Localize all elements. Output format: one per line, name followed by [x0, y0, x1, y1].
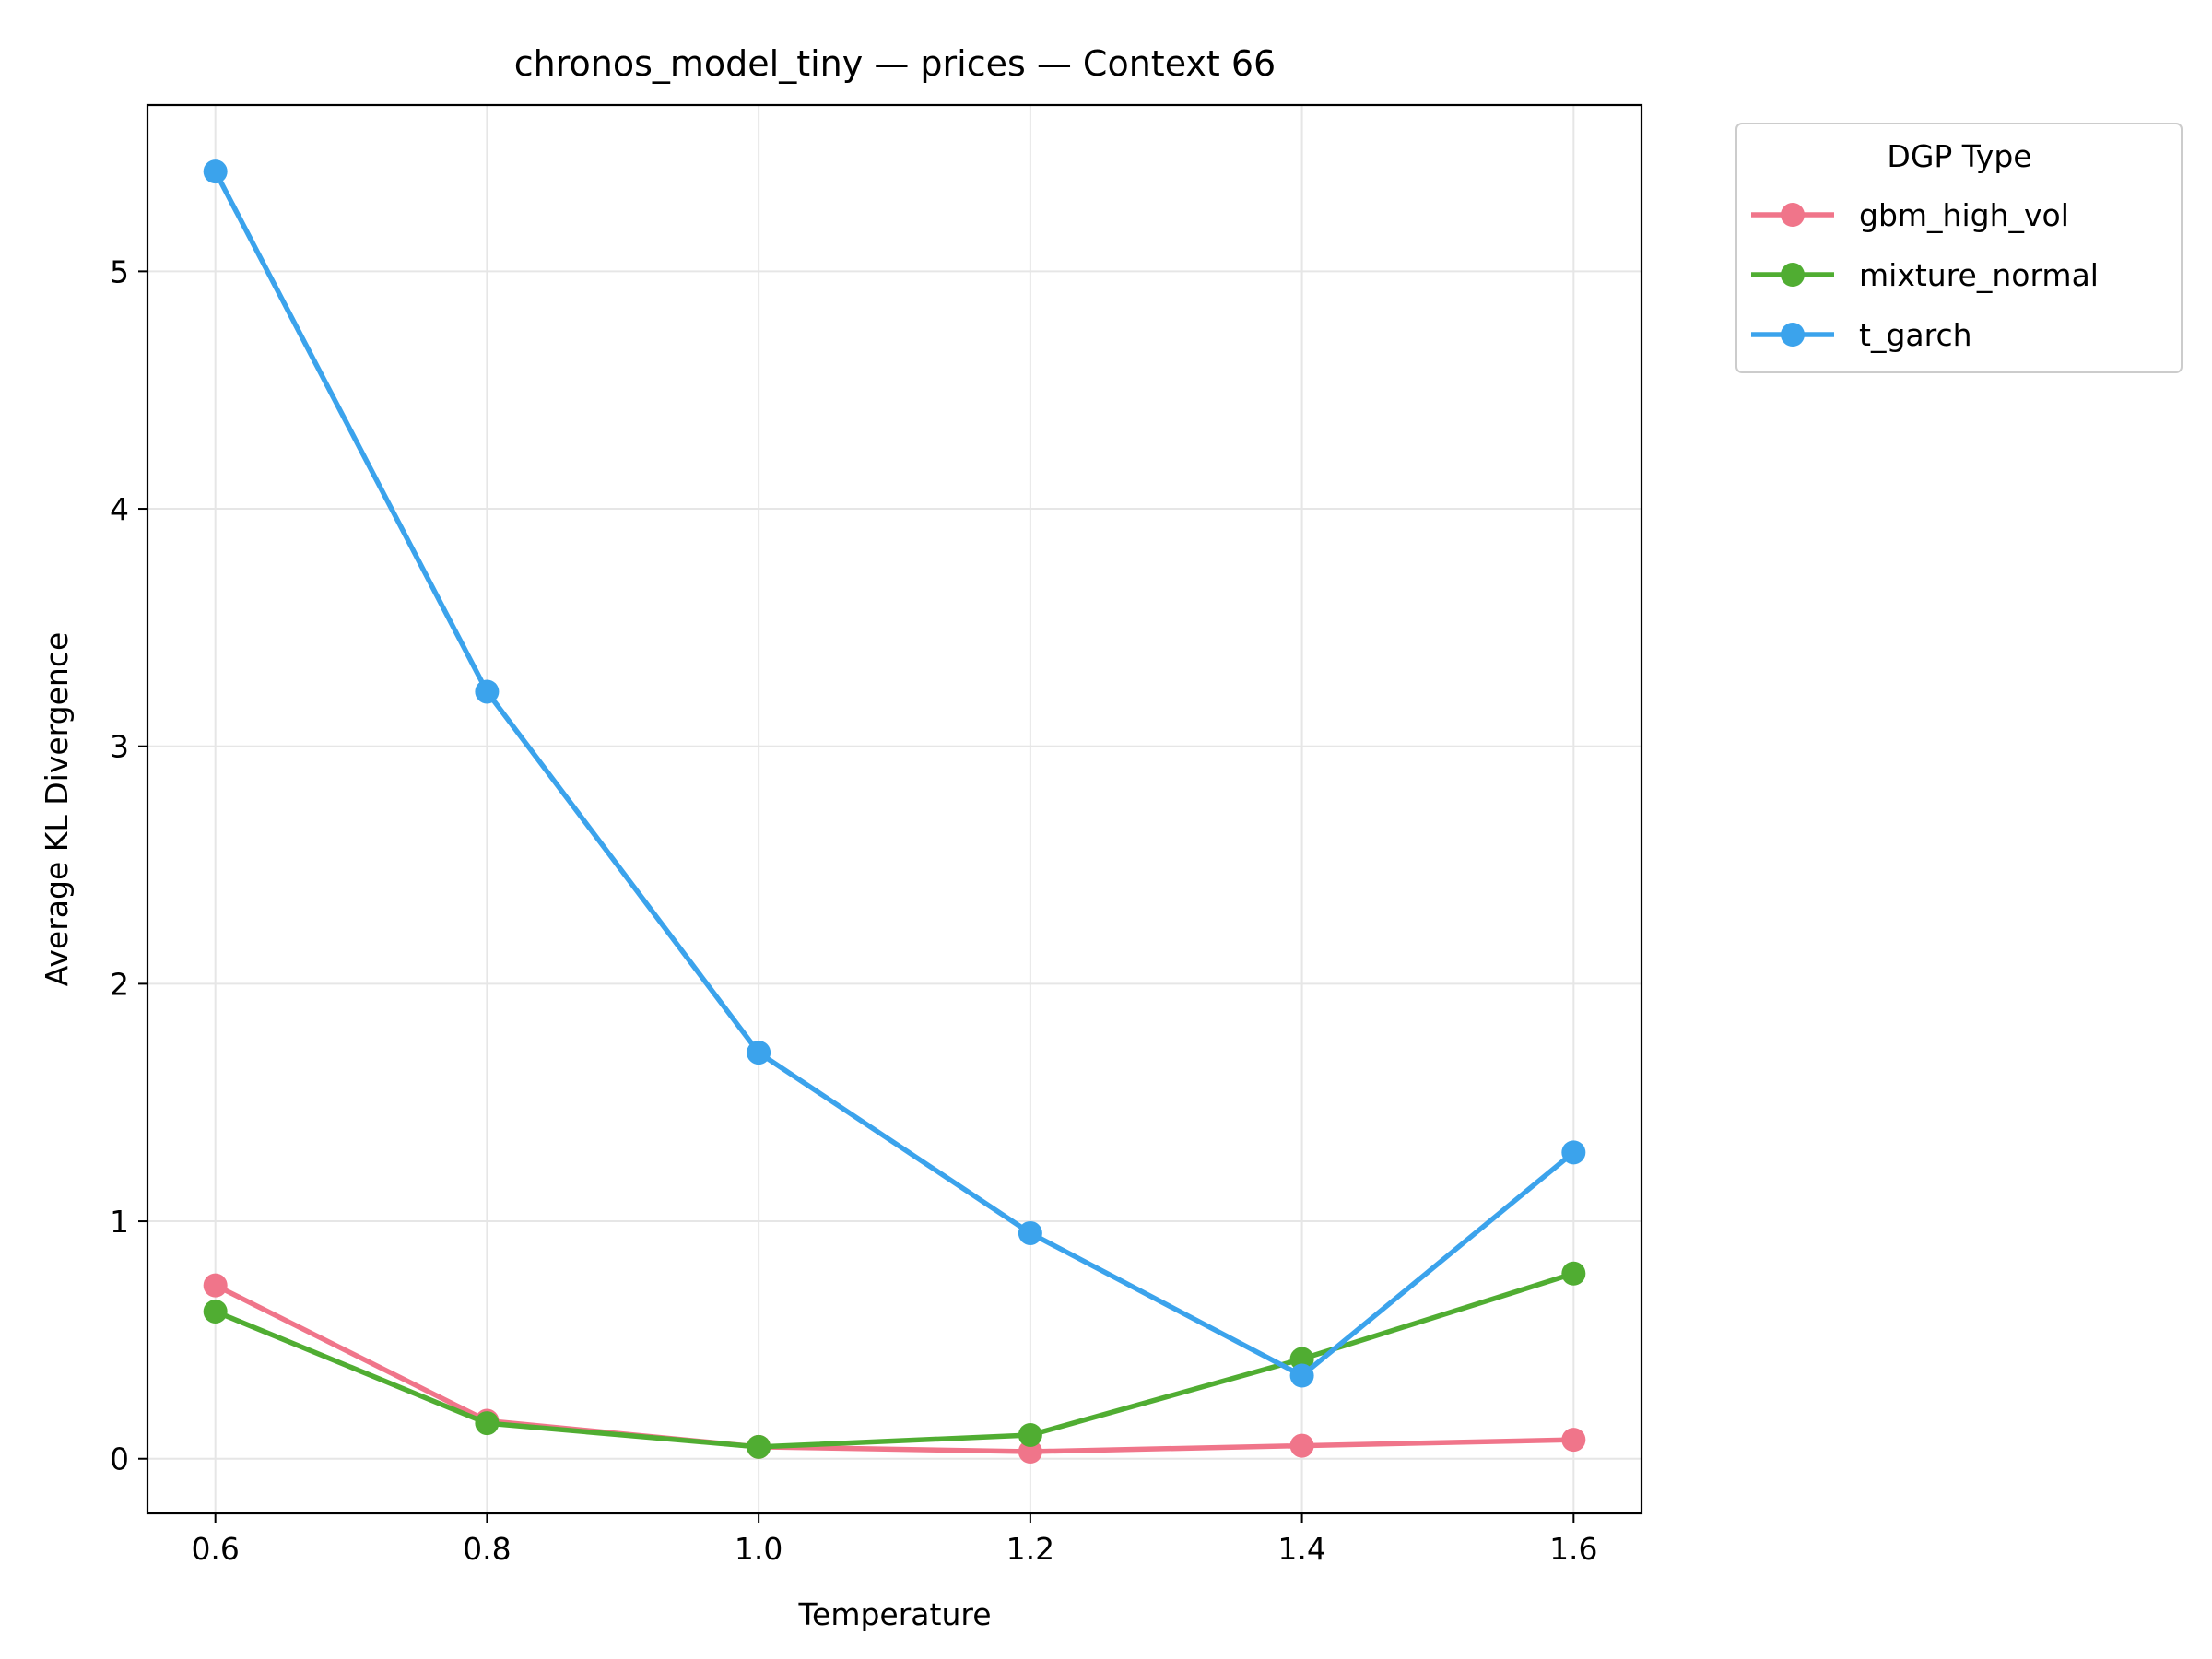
chart-title: chronos_model_tiny — prices — Context 66 [514, 43, 1276, 84]
data-point-t_garch [475, 679, 500, 704]
data-point-gbm_high_vol [1561, 1428, 1586, 1453]
data-point-mixture_normal [1561, 1261, 1586, 1286]
data-point-t_garch [203, 159, 228, 184]
legend-frame [1735, 123, 2183, 373]
legend-label-gbm_high_vol: gbm_high_vol [1859, 197, 2069, 233]
data-point-t_garch [747, 1041, 771, 1065]
legend-marker-mixture_normal [1781, 263, 1805, 287]
series-line-mixture_normal [212, 1271, 1577, 1450]
legend-entry-mixture_normal: mixture_normal [1751, 257, 2099, 293]
x-tick-label: 1.2 [1006, 1531, 1054, 1567]
x-tick-label: 1.0 [735, 1531, 782, 1567]
legend: DGP Type gbm_high_vol mixture_normal t_gar… [1735, 123, 2183, 373]
x-tick-label: 0.8 [463, 1531, 511, 1567]
legend-marker-t_garch [1781, 323, 1805, 347]
y-tick-label: 5 [110, 253, 129, 289]
legend-entries: gbm_high_vol mixture_normal t_garch [1751, 197, 2099, 353]
legend-marker-gbm_high_vol [1781, 203, 1805, 227]
x-tick-label: 1.6 [1549, 1531, 1597, 1567]
y-tick-label: 3 [110, 729, 129, 765]
y-axis-label: Average KL Divergence [39, 632, 75, 987]
series-line-t_garch [212, 169, 1577, 1379]
legend-label-mixture_normal: mixture_normal [1859, 257, 2099, 293]
data-point-t_garch [1289, 1363, 1314, 1388]
data-point-mixture_normal [203, 1299, 228, 1324]
y-tick-label: 4 [110, 491, 129, 527]
data-point-mixture_normal [1018, 1422, 1042, 1447]
data-point-t_garch [1018, 1220, 1042, 1245]
x-tick-label: 1.4 [1277, 1531, 1325, 1567]
series-t_garch [203, 159, 1586, 1388]
plot-area-frame [146, 103, 1643, 1515]
grid [147, 105, 1641, 1513]
series-layer [203, 159, 1586, 1465]
legend-title: DGP Type [1887, 138, 2031, 174]
x-axis-ticks: 0.6 0.8 1.0 1.2 1.4 1.6 [191, 1513, 1598, 1567]
data-point-mixture_normal [1289, 1347, 1314, 1371]
y-tick-label: 1 [110, 1204, 129, 1240]
data-point-mixture_normal [475, 1411, 500, 1436]
series-line-gbm_high_vol [212, 1282, 1577, 1454]
x-axis-label: Temperature [797, 1596, 991, 1632]
legend-label-t_garch: t_garch [1859, 317, 1972, 353]
data-point-mixture_normal [747, 1434, 771, 1459]
data-point-gbm_high_vol [203, 1273, 228, 1298]
data-point-gbm_high_vol [1289, 1433, 1314, 1458]
y-tick-label: 2 [110, 966, 129, 1002]
data-point-gbm_high_vol [1018, 1440, 1042, 1465]
y-tick-label: 0 [110, 1441, 129, 1477]
x-tick-label: 0.6 [191, 1531, 239, 1567]
series-mixture_normal [203, 1261, 1586, 1459]
legend-entry-gbm_high_vol: gbm_high_vol [1751, 197, 2069, 233]
y-axis-ticks: 0 1 2 3 4 5 [110, 253, 147, 1477]
legend-entry-t_garch: t_garch [1751, 317, 1972, 353]
data-point-t_garch [1561, 1140, 1586, 1165]
